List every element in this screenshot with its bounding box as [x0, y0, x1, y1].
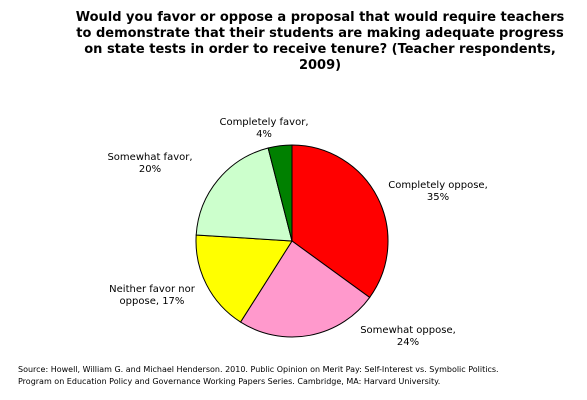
- slice-label-somewhat-favor: Somewhat favor, 20%: [107, 152, 192, 175]
- slice-label-somewhat-oppose: Somewhat oppose, 24%: [360, 325, 456, 348]
- slice-label-completely-oppose: Completely oppose, 35%: [388, 180, 488, 203]
- pie-slice-somewhat-oppose: [239, 240, 371, 338]
- chart-title-line-2: to demonstrate that their students are m…: [76, 26, 564, 41]
- slice-label-completely-favor: Completely favor, 4%: [219, 117, 308, 140]
- source-line-2: Program on Education Policy and Governan…: [18, 377, 441, 386]
- pie-slice-completely-oppose: [291, 144, 389, 299]
- pie-slice-completely-favor: [267, 144, 293, 242]
- pie-slice-somewhat-favor: [195, 147, 293, 242]
- chart-title-line-3: on state tests in order to receive tenur…: [84, 42, 556, 57]
- chart-title-line-1: Would you favor or oppose a proposal tha…: [75, 10, 565, 25]
- pie-slice-neither-favor-nor-oppose: [195, 234, 293, 323]
- chart-title-line-4: 2009): [298, 58, 342, 73]
- source-line-1: Source: Howell, William G. and Michael H…: [18, 365, 499, 374]
- slice-label-neither-favor-nor-oppose: Neither favor nor oppose, 17%: [109, 284, 196, 307]
